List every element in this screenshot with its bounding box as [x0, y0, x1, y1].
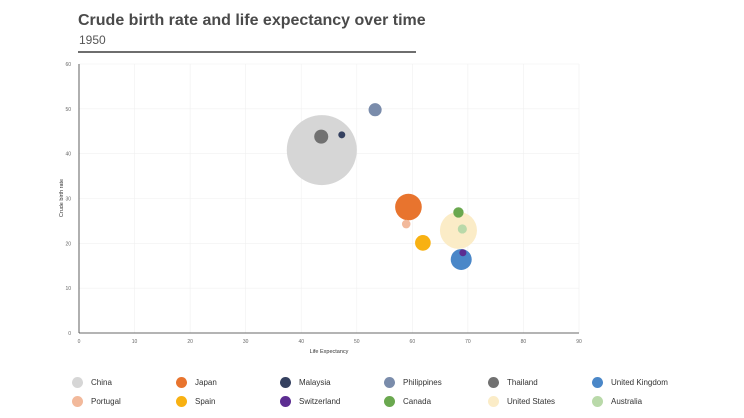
- legend-item-portugal[interactable]: Portugal: [72, 395, 176, 407]
- x-tick-label: 60: [410, 339, 416, 345]
- x-tick-label: 90: [576, 339, 582, 345]
- x-tick-label: 10: [132, 339, 138, 345]
- chart-title: Crude birth rate and life expectancy ove…: [78, 12, 426, 29]
- legend-label: Canada: [403, 396, 432, 406]
- legend-label: Philippines: [403, 377, 442, 387]
- legend-label: Switzerland: [299, 396, 341, 406]
- bubble-australia[interactable]: Australia: [457, 224, 467, 234]
- legend-swatch: [592, 376, 603, 388]
- tick-labels: 0 10 20 30 40 50 60 70 80 90 0 10 20 30 40 50 60: [65, 62, 582, 345]
- x-tick-label: 0: [78, 339, 81, 345]
- legend-label: Spain: [195, 396, 216, 406]
- bubble-portugal[interactable]: Portugal: [401, 219, 411, 229]
- x-tick-label: 20: [187, 339, 193, 345]
- x-tick-label: 30: [243, 339, 249, 345]
- axes: [78, 64, 579, 334]
- y-tick-label: 40: [65, 152, 71, 158]
- legend-item-united-states[interactable]: United States: [488, 395, 592, 407]
- legend-swatch: [280, 376, 291, 388]
- legend-item-thailand[interactable]: Thailand: [488, 376, 592, 388]
- legend-item-canada[interactable]: Canada: [384, 395, 488, 407]
- legend-swatch: [280, 395, 291, 407]
- legend-label: Thailand: [507, 377, 538, 387]
- bubble-united-kingdom[interactable]: United Kingdom: [450, 248, 472, 270]
- legend-swatch: [176, 395, 187, 407]
- legend-swatch: [488, 376, 499, 388]
- y-axis-title: Crude birth rate: [59, 179, 65, 217]
- y-tick-label: 0: [68, 331, 71, 337]
- y-tick-label: 30: [65, 197, 71, 203]
- x-axis-title: Life Expectancy: [310, 349, 349, 355]
- legend-item-japan[interactable]: Japan: [176, 376, 280, 388]
- bubble-japan[interactable]: Japan: [395, 193, 422, 221]
- legend-label: Japan: [195, 377, 217, 387]
- y-tick-label: 20: [65, 241, 71, 247]
- title-underline: [78, 51, 416, 53]
- legend-item-switzerland[interactable]: Switzerland: [280, 395, 384, 407]
- bubble-spain[interactable]: Spain: [415, 235, 431, 251]
- y-tick-label: 60: [65, 62, 71, 68]
- legend-label: China: [91, 377, 112, 387]
- legend-swatch: [488, 395, 499, 407]
- legend-label: United Kingdom: [611, 377, 668, 387]
- x-tick-label: 80: [521, 339, 527, 345]
- chart-legend: China Japan Malaysia Philippines Thailand Uni…: [72, 376, 744, 407]
- legend-label: Australia: [611, 396, 643, 406]
- gridlines: [78, 63, 580, 334]
- bubble-malaysia[interactable]: Malaysia: [338, 131, 346, 139]
- x-tick-label: 70: [465, 339, 471, 345]
- legend-swatch: [384, 395, 395, 407]
- y-tick-label: 10: [65, 286, 71, 292]
- bubble-thailand[interactable]: Thailand: [314, 129, 329, 144]
- bubble-canada[interactable]: Canada: [453, 207, 464, 218]
- x-tick-label: 40: [298, 339, 304, 345]
- legend-item-spain[interactable]: Spain: [176, 395, 280, 407]
- legend-label: United States: [507, 396, 556, 406]
- legend-item-philippines[interactable]: Philippines: [384, 376, 488, 388]
- legend-label: Malaysia: [299, 377, 331, 387]
- bubble-philippines[interactable]: Philippines: [368, 103, 382, 117]
- legend-item-united-kingdom[interactable]: United Kingdom: [592, 376, 696, 388]
- y-tick-label: 50: [65, 107, 71, 113]
- legend-swatch: [176, 376, 187, 388]
- legend-label: Portugal: [91, 396, 121, 406]
- legend-item-china[interactable]: China: [72, 376, 176, 388]
- chart-subtitle-year: 1950: [79, 33, 106, 47]
- bubble-china[interactable]: China: [286, 115, 357, 186]
- legend-swatch: [72, 395, 83, 407]
- legend-item-malaysia[interactable]: Malaysia: [280, 376, 384, 388]
- legend-item-australia[interactable]: Australia: [592, 395, 696, 407]
- legend-swatch: [384, 376, 395, 388]
- bubble-switzerland[interactable]: Switzerland: [459, 249, 467, 257]
- x-tick-label: 50: [354, 339, 360, 345]
- legend-swatch: [592, 395, 603, 407]
- legend-swatch: [72, 376, 83, 388]
- data-points: ChinaUnited StatesJapanUnited KingdomSpa…: [286, 103, 477, 270]
